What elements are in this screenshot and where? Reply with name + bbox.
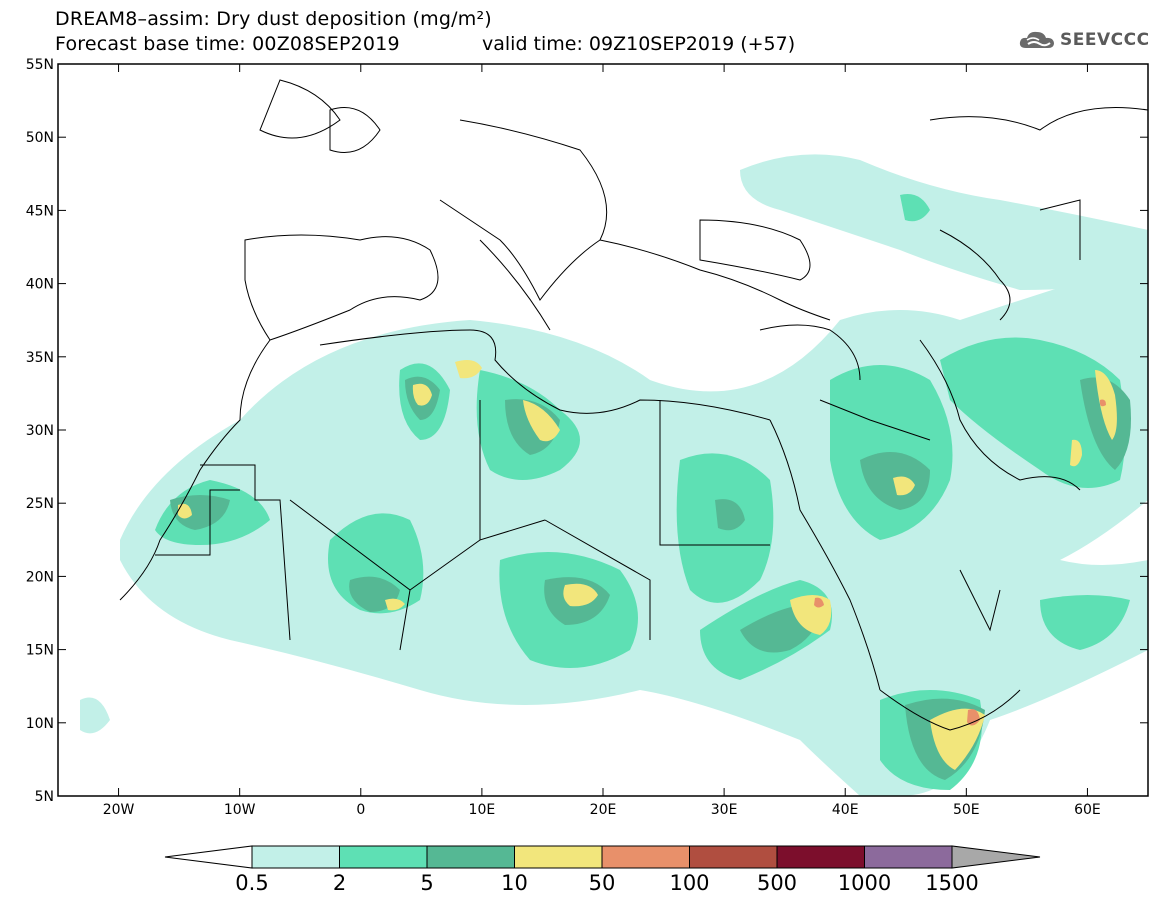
legend-arrow-high bbox=[951, 845, 1041, 869]
valid-time: valid time: 09Z10SEP2019 (+57) bbox=[482, 33, 796, 55]
lat-label: 10N bbox=[26, 716, 54, 732]
lat-label: 15N bbox=[26, 643, 54, 659]
lat-label: 30N bbox=[26, 423, 54, 439]
coastlines-borders bbox=[119, 79, 1148, 731]
legend-arrow-low bbox=[164, 845, 253, 869]
lon-label: 30E bbox=[711, 802, 738, 818]
lon-label: 60E bbox=[1074, 802, 1101, 818]
legend-level-label: 100 bbox=[669, 871, 709, 895]
legend-level-label: 2 bbox=[333, 871, 346, 895]
lat-label: 5N bbox=[35, 789, 54, 805]
lat-label: 45N bbox=[26, 203, 54, 219]
lon-label: 10E bbox=[469, 802, 496, 818]
legend-level-label: 50 bbox=[589, 871, 616, 895]
colorbar-legend: 0.5 2 5 10 50 100 500 1000 1500 bbox=[164, 845, 1041, 895]
lat-label: 35N bbox=[26, 350, 54, 366]
lon-label: 40E bbox=[832, 802, 859, 818]
lon-label: 10W bbox=[224, 802, 256, 818]
legend-level-label: 5 bbox=[420, 871, 433, 895]
map-title: DREAM8–assim: Dry dust deposition (mg/m²… bbox=[55, 8, 492, 30]
lat-label: 25N bbox=[26, 496, 54, 512]
forecast-base-time: Forecast base time: 00Z08SEP2019 bbox=[55, 33, 400, 55]
legend-swatch bbox=[689, 845, 778, 869]
legend-level-label: 1000 bbox=[838, 871, 891, 895]
lon-label: 0 bbox=[356, 802, 365, 818]
legend-level-label: 1500 bbox=[925, 871, 978, 895]
dust-deposition-field bbox=[80, 154, 1148, 796]
longitude-axis: 20W 10W 0 10E 20E 30E 40E 50E 60E bbox=[103, 64, 1101, 818]
legend-level-label: 10 bbox=[501, 871, 528, 895]
lat-label: 55N bbox=[26, 57, 54, 73]
legend-swatch bbox=[864, 845, 953, 869]
legend-swatch bbox=[514, 845, 603, 869]
legend-swatch bbox=[776, 845, 865, 869]
logo-text: SEEVCCC bbox=[1060, 30, 1150, 50]
legend-swatch bbox=[426, 845, 515, 869]
lat-label: 50N bbox=[26, 130, 54, 146]
legend-level-label: 500 bbox=[757, 871, 797, 895]
lat-label: 40N bbox=[26, 277, 54, 293]
legend-swatch bbox=[601, 845, 690, 869]
lon-label: 50E bbox=[953, 802, 980, 818]
latitude-axis: 55N 50N 45N 40N 35N 30N 25N 20N 15N 10N 5N bbox=[26, 57, 1148, 805]
cloud-icon bbox=[1019, 31, 1054, 48]
legend-swatch bbox=[339, 845, 428, 869]
lon-label: 20W bbox=[103, 802, 135, 818]
seevccc-logo: SEEVCCC bbox=[1018, 28, 1150, 52]
lon-label: 20E bbox=[590, 802, 617, 818]
legend-level-label: 0.5 bbox=[235, 871, 268, 895]
lat-label: 20N bbox=[26, 569, 54, 585]
legend-swatch bbox=[251, 845, 340, 869]
